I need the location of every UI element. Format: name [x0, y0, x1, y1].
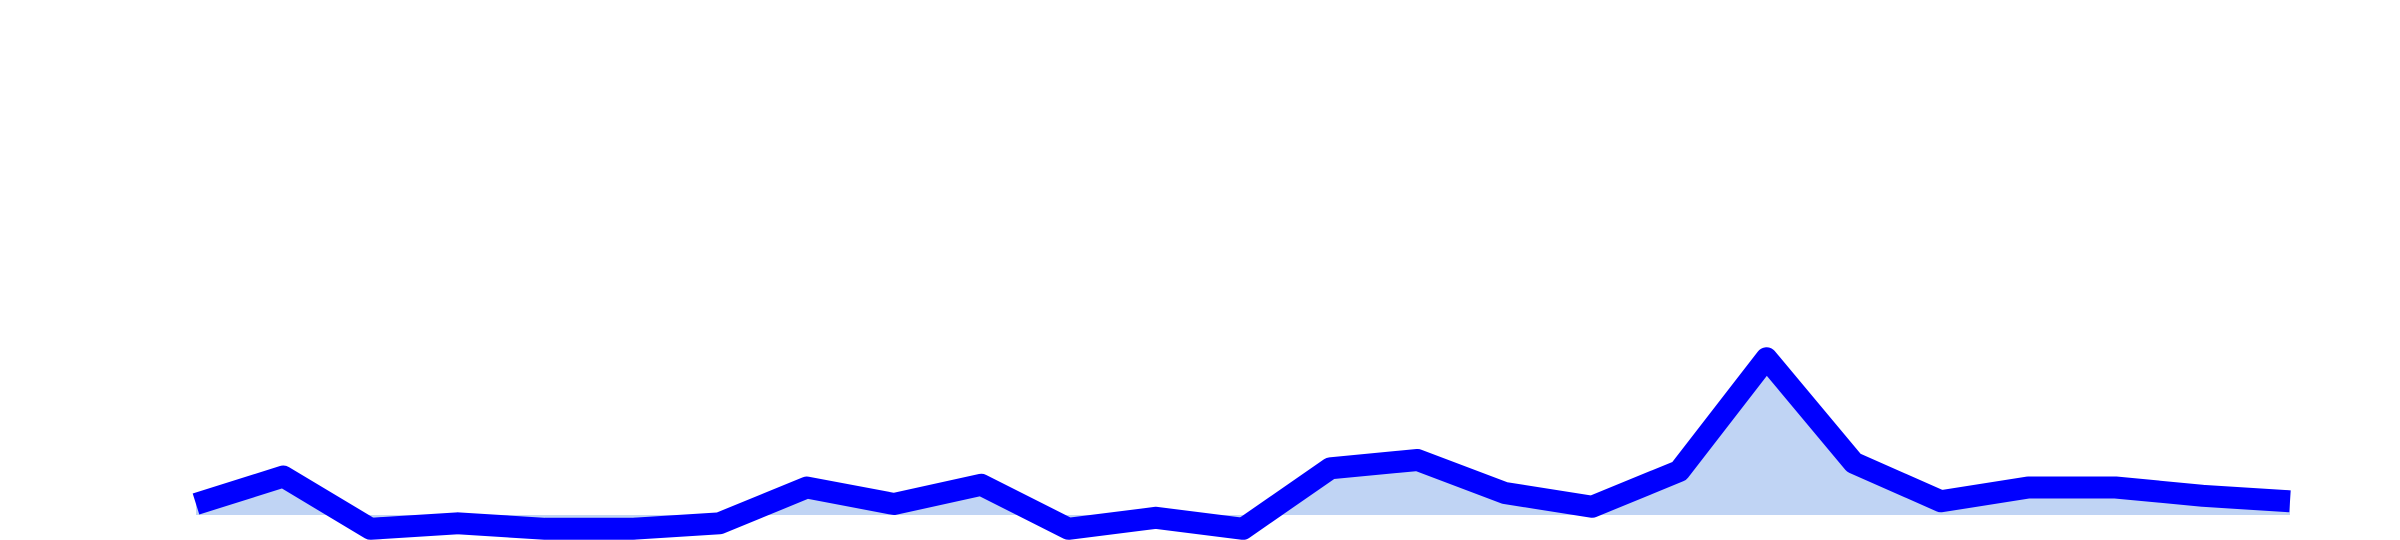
data-point	[1668, 460, 1690, 482]
data-point	[970, 474, 992, 496]
area-fill	[196, 358, 2290, 529]
data-point	[1319, 457, 1341, 479]
data-point	[1494, 482, 1516, 504]
data-point	[2279, 490, 2301, 512]
area-fill-layer	[196, 358, 2290, 529]
data-point	[360, 518, 382, 540]
data-point	[447, 512, 469, 534]
data-point	[1930, 490, 1952, 512]
data-point	[272, 466, 294, 488]
data-point	[2192, 485, 2214, 507]
data-point	[2017, 477, 2039, 499]
series-line-layer	[192, 347, 2291, 540]
data-point	[1232, 518, 1254, 540]
data-point	[2105, 477, 2127, 499]
data-point	[796, 477, 818, 499]
data-point	[185, 493, 207, 515]
data-point	[621, 518, 643, 540]
data-point	[1843, 452, 1865, 474]
data-point	[709, 512, 731, 534]
data-point	[1407, 449, 1429, 471]
data-point	[1581, 496, 1603, 518]
data-point	[1145, 507, 1167, 529]
data-point	[1058, 518, 1080, 540]
series-line	[192, 347, 2291, 540]
data-point	[1756, 347, 1778, 369]
data-point	[534, 518, 556, 540]
data-point	[883, 493, 905, 515]
